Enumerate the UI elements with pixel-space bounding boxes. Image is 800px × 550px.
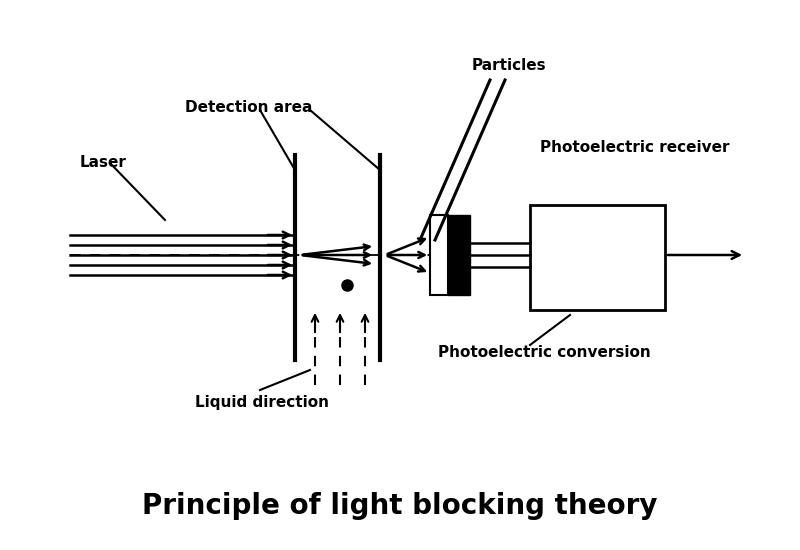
Bar bbox=[448, 215, 470, 295]
Text: Laser: Laser bbox=[80, 155, 127, 170]
Text: Detection area: Detection area bbox=[185, 100, 312, 115]
Bar bbox=[430, 215, 448, 295]
Text: Particles: Particles bbox=[472, 58, 546, 73]
Text: Photoelectric receiver: Photoelectric receiver bbox=[540, 140, 730, 155]
Text: Principle of light blocking theory: Principle of light blocking theory bbox=[142, 492, 658, 520]
Text: Photoelectric conversion: Photoelectric conversion bbox=[438, 345, 650, 360]
Bar bbox=[530, 205, 665, 310]
Text: Liquid direction: Liquid direction bbox=[195, 395, 329, 410]
